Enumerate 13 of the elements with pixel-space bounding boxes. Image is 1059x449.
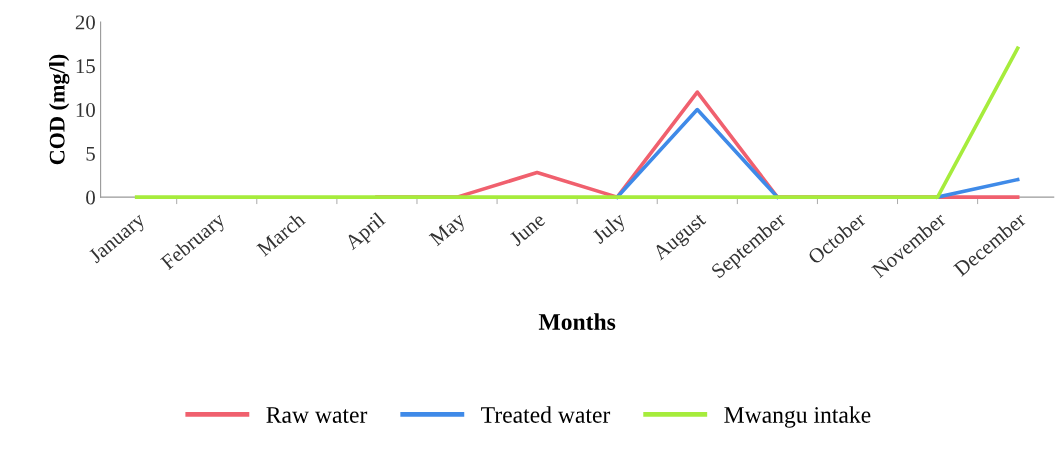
- y-tick-label: 20: [75, 15, 95, 30]
- y-tick-label: 5: [86, 146, 95, 161]
- y-tick-label: 10: [76, 102, 95, 117]
- y-axis-title: COD (mg/l): [49, 54, 70, 165]
- x-tick-label: July: [590, 211, 630, 248]
- legend-label: Raw water: [266, 407, 368, 423]
- x-tick-label: June: [508, 212, 546, 247]
- x-axis-title: Months: [538, 313, 616, 330]
- legend-label: Treated water: [481, 406, 611, 423]
- y-tick-label: 0: [86, 190, 95, 205]
- legend-label: Mwangu intake: [724, 406, 871, 428]
- y-tick-label: 15: [76, 59, 95, 74]
- x-tick-label: May: [428, 211, 470, 250]
